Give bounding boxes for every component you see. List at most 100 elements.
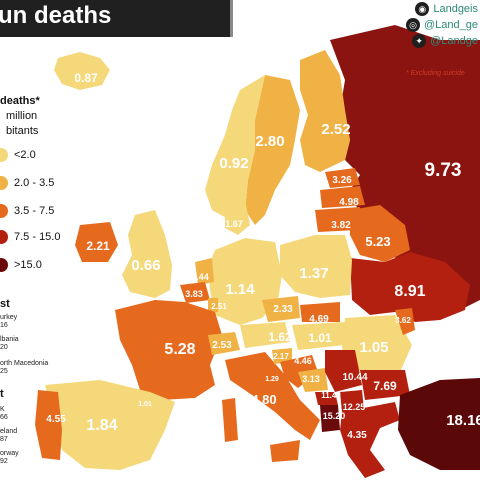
rank-value: 16 [0, 322, 8, 329]
label-ukraine: 8.91 [394, 283, 425, 300]
rank-value: 20 [0, 344, 8, 351]
rank-value: 66 [0, 414, 8, 421]
region-serbia[interactable] [325, 350, 362, 392]
rank-country: urkey [0, 314, 18, 321]
region-finland[interactable] [300, 50, 350, 172]
legend-swatch [0, 148, 8, 162]
region-greece[interactable] [340, 402, 400, 478]
label-france: 5.28 [164, 341, 195, 358]
label-slovenia: 2.17 [273, 352, 289, 361]
lowest-row: eland 87 [0, 428, 17, 444]
legend-swatch [0, 204, 8, 218]
region-romania[interactable] [342, 315, 412, 372]
highest-row: orth Macedonia 25 [0, 360, 48, 376]
region-moldova[interactable] [395, 308, 415, 335]
region-france[interactable] [115, 300, 222, 400]
region-denmark[interactable] [225, 200, 250, 235]
label-spain: 1.84 [86, 417, 117, 434]
label-russia: 9.73 [425, 160, 462, 181]
social-twitter[interactable]: ✦ @Landge [412, 34, 478, 48]
label-bosnia: 3.13 [302, 374, 320, 384]
label-cyprus: 6.64 [464, 471, 476, 477]
rank-value: 25 [0, 368, 8, 375]
region-sweden[interactable] [245, 75, 300, 225]
social-instagram[interactable]: ◎ @Land_ge [406, 18, 478, 32]
region-luxembourg[interactable] [208, 298, 218, 312]
region-bulgaria[interactable] [360, 370, 410, 400]
region-uk[interactable] [122, 210, 172, 298]
legend-item-5: >15.0 [0, 258, 42, 272]
region-croatia[interactable] [280, 355, 318, 388]
region-albania[interactable] [320, 405, 340, 432]
rank-country: orway [0, 450, 19, 457]
label-latvia: 4.98 [339, 197, 359, 208]
social-website[interactable]: ◉ Landgeis [415, 2, 478, 16]
region-italy[interactable] [225, 352, 320, 440]
region-ukraine[interactable] [350, 252, 470, 322]
label-norway: 0.92 [219, 155, 248, 172]
label-finland: 2.52 [321, 121, 350, 138]
legend-swatch [0, 176, 8, 190]
label-iceland: 0.87 [74, 71, 98, 85]
label-romania: 1.05 [359, 339, 388, 356]
label-estonia: 3.26 [332, 175, 352, 186]
label-ireland: 2.21 [86, 239, 110, 253]
region-italy-islands[interactable] [222, 398, 238, 442]
region-czechia[interactable] [262, 296, 300, 322]
region-poland[interactable] [280, 235, 352, 298]
legend-sub-2: bitants [6, 125, 39, 137]
globe-icon: ◉ [415, 2, 430, 16]
region-portugal[interactable] [35, 390, 62, 460]
region-netherlands[interactable] [195, 258, 214, 285]
region-latvia[interactable] [320, 186, 365, 208]
title-banner: un deaths [0, 0, 233, 37]
region-montenegro[interactable] [315, 392, 338, 405]
social-instagram-label: @Land_ge [424, 19, 478, 31]
rank-country: orth Macedonia [0, 360, 49, 367]
label-sweden: 2.80 [255, 133, 284, 150]
region-belgium[interactable] [180, 282, 210, 303]
lowest-title: t [0, 388, 4, 400]
region-north-macedonia[interactable] [340, 390, 364, 412]
rank-country: lbania [0, 336, 19, 343]
region-sicily[interactable] [270, 440, 300, 462]
region-ireland[interactable] [75, 222, 118, 262]
legend-sub-1: million [6, 110, 38, 122]
region-slovenia[interactable] [272, 348, 292, 364]
region-belarus[interactable] [350, 205, 410, 262]
legend-swatch [0, 258, 8, 272]
label-turkey: 18.16 [446, 412, 480, 429]
label-netherlands: 2.44 [191, 272, 209, 282]
region-hungary[interactable] [292, 322, 345, 350]
region-labels: 0.87 0.92 2.80 2.52 9.73 3.26 4.98 3.82 … [46, 71, 480, 477]
label-san-marino: 1.29 [265, 376, 279, 383]
legend-item-label: >15.0 [14, 259, 42, 271]
region-austria[interactable] [240, 322, 290, 348]
legend-item-1: <2.0 [0, 148, 36, 162]
region-switzerland[interactable] [208, 332, 240, 355]
rank-value: 87 [0, 436, 8, 443]
label-lithuania: 3.82 [331, 220, 351, 231]
region-bosnia[interactable] [298, 368, 328, 392]
region-iceland[interactable] [54, 52, 110, 90]
legend-item-2: 2.0 - 3.5 [0, 176, 54, 190]
label-serbia: 10.44 [342, 372, 367, 383]
legend-swatch [0, 230, 8, 244]
region-estonia[interactable] [325, 168, 360, 188]
region-russia[interactable] [330, 25, 480, 320]
region-lithuania[interactable] [315, 207, 360, 232]
label-portugal: 4.55 [46, 414, 66, 425]
rank-country: K [0, 406, 5, 413]
region-spain[interactable] [45, 380, 175, 470]
region-turkey[interactable] [398, 378, 480, 470]
label-monaco: 1.33 [219, 388, 233, 395]
social-twitter-label: @Landge [430, 35, 478, 47]
region-norway[interactable] [205, 75, 265, 220]
lowest-row: orway 92 [0, 450, 19, 466]
label-bulgaria: 7.69 [373, 379, 397, 393]
label-denmark: 1.67 [225, 219, 243, 229]
label-italy: 4.80 [251, 392, 276, 407]
region-slovakia[interactable] [300, 302, 340, 322]
label-czechia: 2.33 [273, 304, 293, 315]
